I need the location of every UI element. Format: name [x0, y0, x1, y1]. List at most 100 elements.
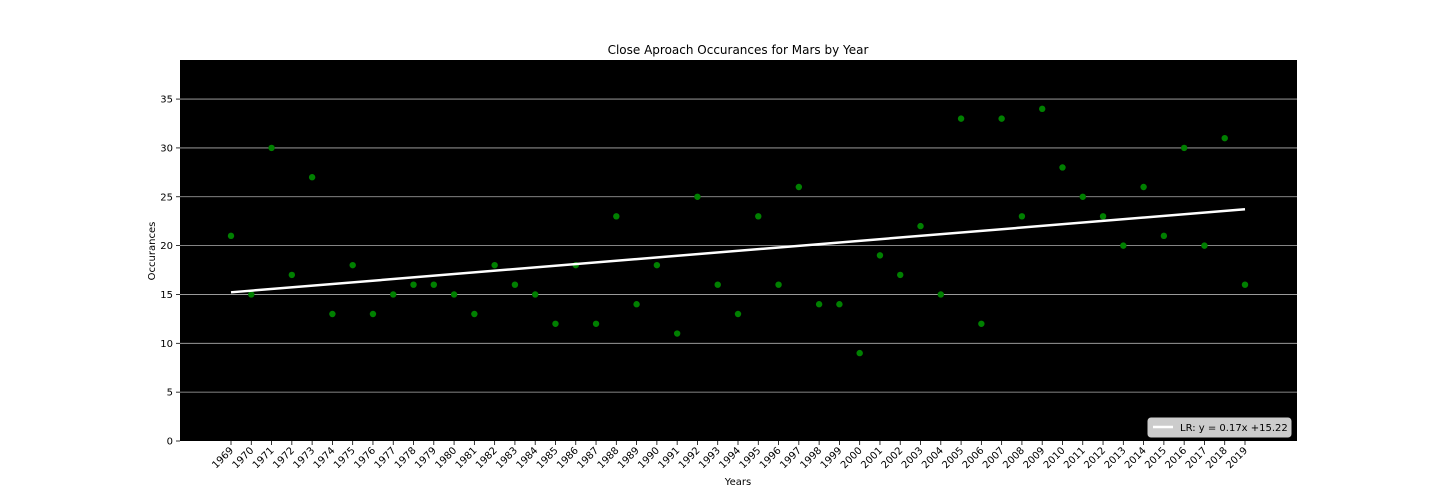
data-point	[227, 232, 235, 240]
y-tick-label: 5	[167, 388, 173, 399]
data-point	[1201, 242, 1208, 249]
data-point	[329, 310, 336, 318]
x-tick-label: 1975	[332, 445, 358, 471]
x-tick-label: 1994	[717, 445, 743, 471]
data-point	[1018, 213, 1026, 220]
x-tick-label: 1985	[535, 445, 561, 471]
data-point	[734, 310, 742, 318]
data-point	[957, 115, 965, 122]
x-tick-label: 2008	[1001, 445, 1027, 471]
x-tick-label: 2013	[1103, 445, 1129, 471]
legend-box	[1147, 417, 1292, 438]
data-point	[288, 271, 296, 279]
x-tick-label: 2018	[1204, 445, 1230, 471]
x-tick-label: 1969	[210, 445, 236, 471]
x-tick-label: 1992	[677, 445, 703, 471]
x-tick-label: 1979	[413, 445, 439, 471]
data-point	[592, 320, 600, 327]
x-tick-label: 1977	[373, 445, 399, 471]
legend: LR: y = 0.17x +15.22	[1147, 417, 1292, 438]
data-point	[511, 281, 519, 288]
y-tick-label: 10	[160, 339, 173, 350]
x-tick-label: 2010	[1042, 445, 1068, 471]
data-point	[714, 281, 721, 288]
x-tick-label: 1974	[312, 445, 338, 471]
x-tick-label: 1976	[352, 445, 378, 471]
x-tick-label: 1981	[454, 445, 480, 471]
x-tick-label: 1982	[474, 445, 500, 471]
y-tick-label: 15	[160, 290, 173, 301]
data-point	[1120, 242, 1127, 249]
data-point	[268, 144, 275, 152]
y-axis: 0 5 10 15 20 25 30 35	[160, 95, 180, 448]
x-tick-label: 2004	[920, 445, 946, 471]
data-point	[349, 261, 356, 269]
data-point	[856, 349, 863, 357]
x-tick-label: 2000	[839, 445, 865, 471]
x-tick-label: 1999	[819, 445, 845, 471]
data-point	[369, 310, 377, 318]
data-point	[532, 291, 539, 298]
data-point	[836, 301, 843, 308]
x-tick-label: 2014	[1123, 445, 1149, 471]
data-point	[755, 213, 762, 220]
x-tick-label: 1989	[616, 445, 642, 471]
x-tick-label: 1986	[555, 445, 581, 471]
data-point	[1079, 193, 1086, 200]
data-point	[552, 320, 559, 327]
x-tick-label: 2012	[1082, 445, 1108, 471]
x-tick-label: 2016	[1164, 445, 1190, 471]
data-point	[390, 291, 397, 298]
chart-title: Close Aproach Occurances for Mars by Yea…	[608, 43, 869, 57]
data-point	[897, 271, 904, 279]
x-tick-label: 1971	[251, 445, 277, 471]
x-axis-label: Years	[724, 477, 751, 488]
data-point	[1160, 232, 1168, 240]
x-axis: 1969197019711972197319741975197619771978…	[210, 441, 1250, 471]
data-point	[1059, 164, 1066, 171]
x-tick-label: 2019	[1224, 445, 1250, 471]
data-point	[653, 261, 661, 269]
y-tick-label: 0	[167, 437, 173, 448]
regression-line	[230, 208, 1246, 294]
y-tick-label: 35	[160, 95, 173, 106]
data-points	[227, 105, 1249, 357]
x-tick-label: 1996	[758, 445, 784, 471]
x-tick-label: 1990	[636, 445, 662, 471]
y-tick-label: 25	[160, 192, 173, 203]
data-point	[471, 310, 478, 318]
x-tick-label: 2007	[981, 445, 1007, 471]
x-tick-label: 2003	[900, 445, 926, 471]
data-point	[1039, 105, 1046, 113]
data-point	[450, 291, 458, 298]
x-tick-label: 2005	[940, 445, 966, 471]
data-point	[1221, 134, 1228, 142]
x-tick-label: 2001	[859, 445, 885, 471]
data-point	[937, 291, 944, 298]
data-point	[876, 252, 884, 259]
y-axis-label: Occurances	[147, 222, 158, 281]
data-point	[248, 291, 255, 298]
data-point	[491, 261, 498, 269]
x-tick-label: 1970	[231, 445, 257, 471]
data-point	[815, 301, 823, 308]
data-point	[1180, 144, 1188, 152]
data-point	[1140, 183, 1147, 191]
x-tick-label: 1995	[738, 445, 764, 471]
data-point	[1241, 281, 1249, 288]
x-tick-label: 1997	[778, 445, 804, 471]
data-point	[998, 115, 1005, 122]
x-tick-label: 2011	[1062, 445, 1088, 471]
data-point	[694, 193, 701, 200]
x-tick-label: 1991	[657, 445, 683, 471]
legend-label: LR: y = 0.17x +15.22	[1180, 423, 1288, 434]
y-tick-label: 30	[160, 143, 173, 154]
x-tick-label: 2006	[961, 445, 987, 471]
data-point	[673, 330, 681, 337]
data-point	[613, 213, 620, 220]
x-tick-label: 2002	[880, 445, 906, 471]
data-point	[410, 281, 417, 288]
data-point	[633, 301, 640, 308]
data-point	[308, 174, 316, 181]
